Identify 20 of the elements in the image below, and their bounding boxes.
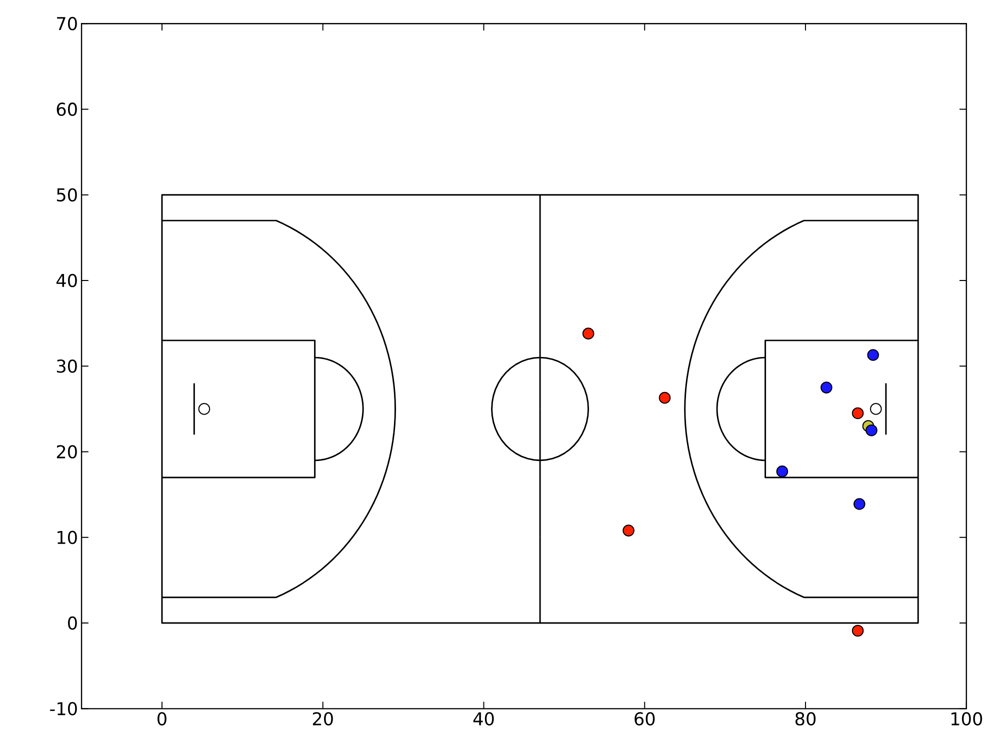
point (622, 524, 634, 536)
y-tick-label: 50 (56, 188, 77, 202)
y-tick-label: 40 (56, 274, 77, 288)
y-tick-label: 60 (56, 102, 77, 116)
point (854, 498, 866, 510)
y-tick-label: 10 (58, 530, 77, 544)
point (852, 624, 864, 637)
x-tick-label: 60 (634, 712, 655, 726)
point (658, 392, 671, 404)
point (582, 328, 594, 340)
y-tick-label: 20 (56, 444, 77, 458)
y-tick-label: 0 (68, 616, 77, 630)
y-tick-label: 30 (56, 359, 77, 373)
x-tick-label: 0 (158, 712, 166, 726)
x-tick-label: 80 (795, 712, 816, 726)
x-tick-label: 40 (473, 712, 494, 726)
y-tick-label: -10 (50, 702, 77, 716)
y-tick-label: 70 (57, 16, 77, 30)
x-tick-label: 20 (312, 712, 333, 726)
x-tick-label: 100 (951, 712, 982, 726)
